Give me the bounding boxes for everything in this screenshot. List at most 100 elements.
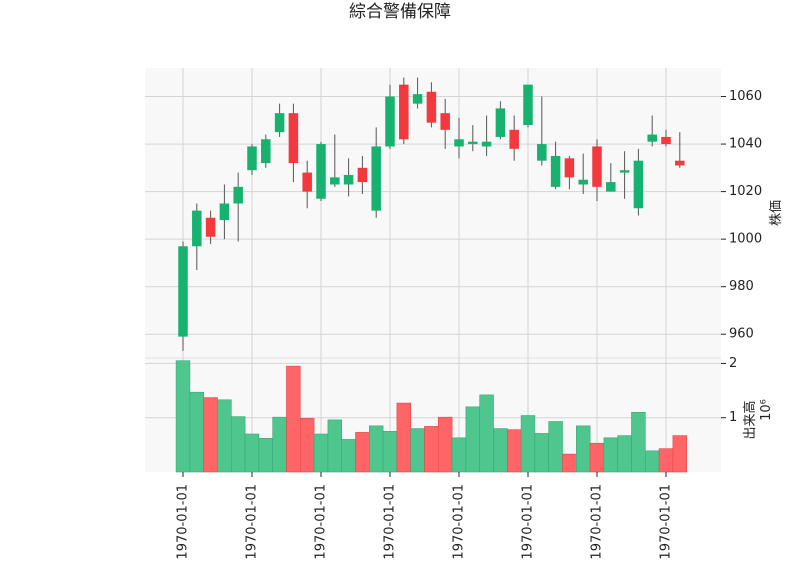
volume-bar-down bbox=[658, 448, 674, 473]
candle-up bbox=[385, 96, 395, 147]
candle-up bbox=[412, 94, 423, 104]
x-tick-label: 1970-01-01 bbox=[314, 484, 329, 560]
candle-down bbox=[592, 146, 602, 187]
volume-multiplier-label: 10⁶ bbox=[759, 399, 774, 421]
volume-bar-up bbox=[451, 437, 467, 473]
candle-up bbox=[454, 139, 464, 147]
volume-bar-up bbox=[479, 394, 494, 473]
volume-bar-down bbox=[506, 429, 522, 473]
x-tick-label: 1970-01-01 bbox=[659, 484, 674, 560]
price-tick-label: 1060 bbox=[729, 89, 762, 104]
volume-bar-up bbox=[189, 391, 204, 473]
candle-down bbox=[675, 160, 685, 166]
candle-up bbox=[247, 146, 257, 171]
volume-bar-up bbox=[327, 419, 342, 473]
price-tick-label: 960 bbox=[729, 327, 754, 342]
candle-up bbox=[274, 113, 285, 133]
candle-down bbox=[205, 217, 216, 237]
candle-down bbox=[426, 91, 437, 123]
x-tick-label: 1970-01-01 bbox=[383, 484, 398, 560]
volume-bar-up bbox=[175, 360, 191, 473]
candle-up bbox=[316, 144, 326, 199]
candle-up bbox=[633, 160, 644, 209]
price-tick-label: 1020 bbox=[729, 184, 762, 199]
volume-bar-down bbox=[424, 426, 439, 473]
volume-bar-up bbox=[217, 399, 232, 473]
chart-title: 綜合警備保障 bbox=[349, 2, 451, 22]
volume-bar-up bbox=[313, 433, 329, 473]
candle-up bbox=[606, 182, 616, 192]
candle-up bbox=[523, 84, 533, 126]
price-axis-ticks: 960 980 1000 1020 1040 1060 bbox=[721, 89, 762, 342]
price-tick-label: 1000 bbox=[729, 232, 762, 247]
candle-up bbox=[578, 179, 588, 185]
x-tick-label: 1970-01-01 bbox=[245, 484, 260, 560]
x-tick-label: 1970-01-01 bbox=[590, 484, 605, 560]
x-axis-ticks: 1970-01-01 1970-01-01 1970-01-01 1970-01-01… bbox=[176, 472, 674, 560]
candle-down bbox=[509, 129, 519, 149]
candle-up bbox=[343, 174, 354, 185]
volume-axis-label: 出来高 bbox=[742, 400, 758, 439]
candle-up bbox=[619, 170, 630, 173]
candle-up bbox=[233, 186, 243, 204]
volume-bar-up bbox=[368, 425, 384, 473]
candle-up bbox=[495, 108, 506, 137]
candle-up bbox=[192, 210, 202, 247]
volume-bar-up bbox=[631, 411, 646, 473]
candle-up bbox=[219, 203, 230, 221]
price-tick-label: 1040 bbox=[729, 137, 762, 152]
volume-bar-down bbox=[299, 417, 315, 473]
volume-tick-label: 2 bbox=[729, 356, 737, 371]
volume-pane: 12 出来高 10⁶ bbox=[145, 356, 774, 473]
x-tick-label: 1970-01-01 bbox=[521, 484, 536, 560]
candle-up bbox=[468, 141, 478, 145]
volume-bar-up bbox=[465, 406, 480, 473]
volume-bar-up bbox=[548, 421, 563, 473]
volume-bar-up bbox=[575, 425, 591, 473]
candle-up bbox=[371, 146, 381, 211]
volume-bar-up bbox=[644, 450, 660, 473]
volume-tick-label: 1 bbox=[729, 410, 737, 425]
price-pane: 960 980 1000 1020 1040 1060 株価 bbox=[145, 68, 784, 358]
candle-down bbox=[302, 172, 312, 192]
volume-bar-up bbox=[493, 428, 508, 473]
candle-down bbox=[399, 84, 409, 140]
volume-bar-up bbox=[617, 435, 632, 473]
volume-bar-up bbox=[272, 416, 287, 473]
candle-up bbox=[261, 139, 271, 164]
x-tick-label: 1970-01-01 bbox=[176, 484, 191, 560]
volume-bars bbox=[175, 360, 688, 473]
volume-bar-up bbox=[244, 433, 260, 473]
volume-bar-up bbox=[410, 428, 425, 473]
price-tick-label: 980 bbox=[729, 279, 754, 294]
candle-down bbox=[564, 158, 575, 178]
volume-bar-down bbox=[355, 432, 370, 473]
candle-down bbox=[357, 167, 368, 183]
volume-bar-up bbox=[603, 437, 619, 473]
candle-up bbox=[481, 141, 492, 147]
volume-bar-down bbox=[437, 416, 453, 473]
volume-bar-down bbox=[203, 397, 218, 473]
candle-up bbox=[647, 134, 657, 142]
candle-down bbox=[440, 113, 450, 130]
price-axis-label: 株価 bbox=[769, 200, 784, 226]
x-tick-label: 1970-01-01 bbox=[452, 484, 467, 560]
volume-bar-down bbox=[672, 435, 688, 473]
candle-up bbox=[178, 246, 188, 337]
price-candles bbox=[178, 77, 685, 351]
volume-bar-up bbox=[258, 438, 273, 473]
candle-up bbox=[550, 155, 561, 187]
volume-bar-up bbox=[382, 430, 398, 473]
candle-down bbox=[661, 136, 671, 145]
volume-bar-up bbox=[231, 416, 246, 473]
volume-bar-up bbox=[341, 439, 356, 473]
volume-bar-down bbox=[589, 442, 605, 473]
volume-bar-up bbox=[534, 433, 550, 473]
volume-bar-down bbox=[562, 453, 577, 473]
volume-bar-down bbox=[286, 365, 301, 473]
candle-up bbox=[330, 177, 340, 185]
volume-bar-up bbox=[520, 415, 536, 473]
volume-bar-down bbox=[396, 402, 411, 473]
volume-axis-ticks: 12 bbox=[721, 356, 737, 425]
